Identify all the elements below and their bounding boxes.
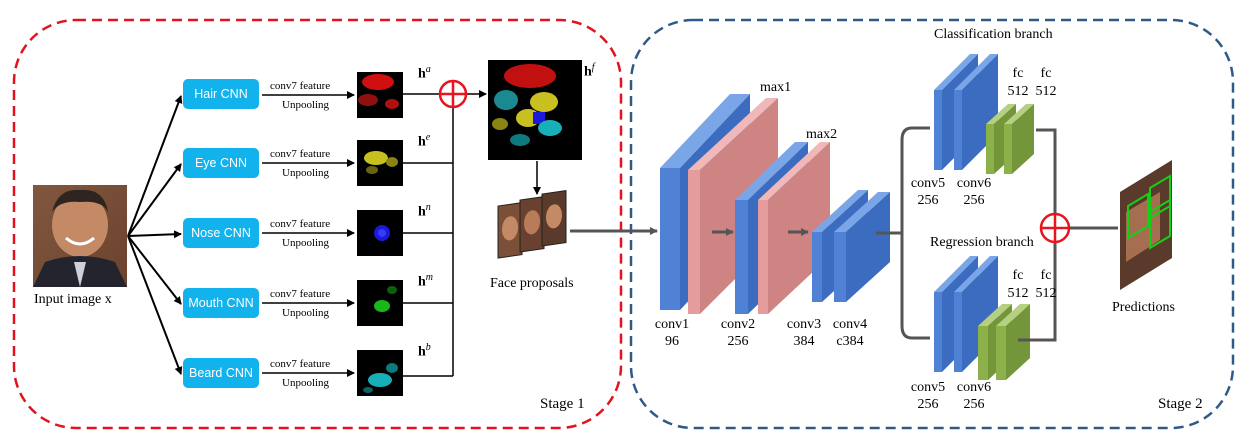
eye-unpool-label: Unpooling xyxy=(282,167,330,179)
cls-fc2-block xyxy=(1004,104,1034,174)
reg-conv5-size: 256 xyxy=(917,397,939,412)
nose-unpool-label: Unpooling xyxy=(282,237,330,249)
nose-cnn-box: Nose CNN xyxy=(183,218,259,248)
cls-conv5-size: 256 xyxy=(917,193,939,208)
h-n-symbol: hn xyxy=(418,202,431,220)
h-m-symbol: hm xyxy=(418,272,434,290)
max2-label: max2 xyxy=(806,127,838,142)
stage2-label: Stage 2 xyxy=(1158,396,1203,412)
input-image xyxy=(33,185,127,287)
classification-branch-title: Classification branch xyxy=(934,27,1053,42)
fused-feature-map xyxy=(488,60,582,160)
mouth-feature-label: conv7 feature xyxy=(270,288,331,300)
conv4-name: conv4 xyxy=(832,317,868,332)
face-proposals-label: Face proposals xyxy=(490,276,574,291)
h-a-symbol: ha xyxy=(418,64,431,82)
output-merge-lines xyxy=(1018,128,1118,342)
conv3-size: 384 xyxy=(793,334,815,349)
feature-map-beard xyxy=(357,350,403,396)
cls-conv6-name: conv6 xyxy=(956,176,992,191)
h-f-symbol: hf xyxy=(584,62,595,80)
feature-map-eye xyxy=(357,140,403,186)
fusion-plus-icon xyxy=(438,79,468,109)
mouth-unpool-label: Unpooling xyxy=(282,307,330,319)
reg-conv6-name: conv6 xyxy=(956,380,992,395)
eye-cnn-box: Eye CNN xyxy=(183,148,259,178)
branch-arrows xyxy=(262,91,355,377)
cls-conv5-name: conv5 xyxy=(910,176,946,191)
predictions-image xyxy=(1120,160,1172,290)
cls-fc2-size: 512 xyxy=(1035,84,1057,99)
beard-feature-label: conv7 feature xyxy=(270,358,331,370)
input-image-label: Input image x xyxy=(34,292,112,307)
reg-conv6-size: 256 xyxy=(963,397,985,412)
reg-fc2-name: fc xyxy=(1040,268,1052,283)
eye-feature-label: conv7 feature xyxy=(270,148,331,160)
cls-conv6-size: 256 xyxy=(963,193,985,208)
hair-cnn-box: Hair CNN xyxy=(183,79,259,109)
reg-fc2-block xyxy=(996,304,1030,380)
stage2-container xyxy=(629,18,1235,430)
feature-map-nose xyxy=(357,210,403,256)
conv1-size: 96 xyxy=(665,334,679,349)
beard-cnn-box: Beard CNN xyxy=(183,358,259,388)
output-plus-icon xyxy=(1039,212,1071,244)
branch-bracket xyxy=(900,126,930,340)
stage1-container xyxy=(12,18,623,430)
reg-fc1-size: 512 xyxy=(1007,286,1029,301)
h-b-symbol: hb xyxy=(418,342,431,360)
max1-label: max1 xyxy=(760,80,792,95)
max2-block xyxy=(758,142,830,314)
regression-branch-title: Regression branch xyxy=(930,235,1034,250)
reg-fc1-name: fc xyxy=(1012,268,1024,283)
cls-fc1-size: 512 xyxy=(1007,84,1029,99)
cls-fc1-name: fc xyxy=(1012,66,1024,81)
feature-map-hair xyxy=(357,72,403,118)
reg-conv5-name: conv5 xyxy=(910,380,946,395)
reg-fc2-size: 512 xyxy=(1035,286,1057,301)
fusion-bus xyxy=(403,90,487,377)
nose-feature-label: conv7 feature xyxy=(270,218,331,230)
beard-unpool-label: Unpooling xyxy=(282,377,330,389)
predictions-label: Predictions xyxy=(1112,300,1175,315)
cls-fc2-name: fc xyxy=(1040,66,1052,81)
hair-unpool-label: Unpooling xyxy=(282,99,330,111)
face-proposals xyxy=(497,190,567,259)
input-fanout-arrows xyxy=(127,95,183,375)
conv2-size: 256 xyxy=(727,334,749,349)
hair-feature-label: conv7 feature xyxy=(270,80,331,92)
conv4-block xyxy=(834,192,890,302)
h-e-symbol: he xyxy=(418,132,431,150)
conv1-name: conv1 xyxy=(654,317,690,332)
conv3-name: conv3 xyxy=(786,317,822,332)
conv4-size: c384 xyxy=(836,334,864,349)
stage1-label: Stage 1 xyxy=(540,396,585,412)
feature-map-mouth xyxy=(357,280,403,326)
mouth-cnn-box: Mouth CNN xyxy=(183,288,259,318)
conv2-name: conv2 xyxy=(720,317,756,332)
